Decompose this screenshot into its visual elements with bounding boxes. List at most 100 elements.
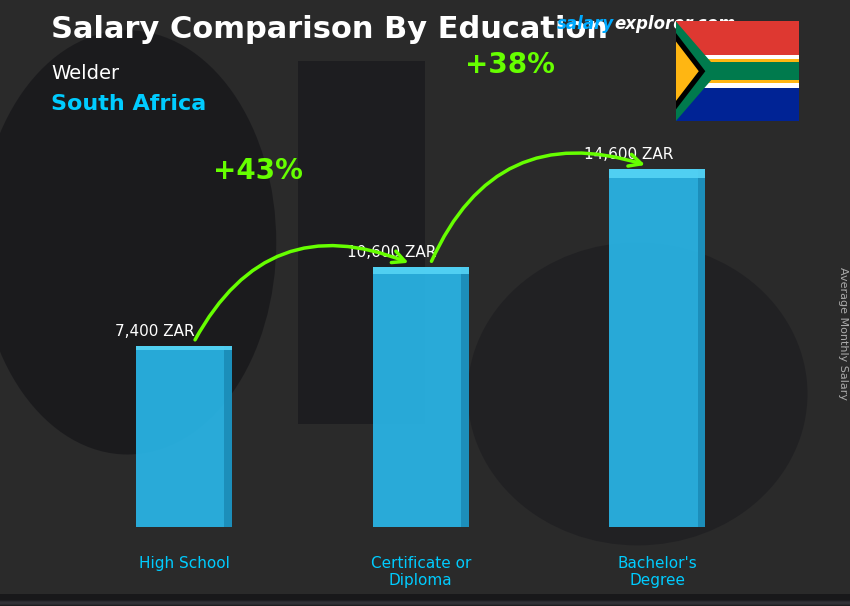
Bar <box>0 595 850 601</box>
Bar <box>0 599 850 605</box>
Bar <box>0 598 850 604</box>
Bar <box>0 594 850 601</box>
Bar <box>0 600 850 606</box>
Bar <box>0 599 850 605</box>
Bar <box>0 598 850 604</box>
Bar <box>0 598 850 604</box>
Bar <box>676 80 799 84</box>
Bar <box>676 84 799 88</box>
Bar <box>0 594 850 601</box>
Bar <box>0 598 850 604</box>
Bar <box>0 599 850 605</box>
Bar <box>0 598 850 604</box>
Bar <box>298 61 425 424</box>
Bar <box>0 598 850 604</box>
Bar <box>0 594 850 600</box>
Bar <box>0 595 850 601</box>
Text: explorer.com: explorer.com <box>615 15 736 33</box>
Bar <box>0 594 850 601</box>
Bar <box>0 596 850 602</box>
Bar <box>0 594 850 601</box>
Bar <box>462 267 469 527</box>
Bar <box>0 598 850 604</box>
Bar <box>0 598 850 604</box>
Bar <box>0 595 850 601</box>
Bar <box>0 599 850 605</box>
Bar <box>0 599 850 605</box>
Bar <box>0 599 850 605</box>
Bar <box>609 170 705 527</box>
Bar <box>0 598 850 604</box>
Bar <box>0 596 850 602</box>
Polygon shape <box>676 33 705 110</box>
Bar <box>372 267 469 527</box>
Bar <box>0 596 850 602</box>
Bar <box>676 62 799 80</box>
Bar <box>0 599 850 605</box>
Bar <box>0 596 850 602</box>
Bar <box>0 598 850 604</box>
Bar <box>0 595 850 601</box>
Bar <box>0 598 850 604</box>
Bar <box>0 598 850 604</box>
Bar <box>0 596 850 602</box>
Bar <box>0 599 850 605</box>
Bar <box>0 597 850 603</box>
Text: 7,400 ZAR: 7,400 ZAR <box>116 324 196 339</box>
Bar <box>0 599 850 605</box>
Polygon shape <box>676 21 719 121</box>
Bar <box>676 21 799 55</box>
Bar <box>0 597 850 603</box>
Text: South Africa: South Africa <box>51 94 207 114</box>
Bar <box>0 595 850 601</box>
Bar <box>676 59 799 62</box>
Bar <box>0 599 850 605</box>
Bar <box>0 594 850 601</box>
Bar <box>0 599 850 605</box>
Bar <box>0 596 850 602</box>
Text: High School: High School <box>139 556 230 571</box>
Bar <box>0 598 850 604</box>
Polygon shape <box>676 41 699 101</box>
Bar <box>0 598 850 604</box>
Bar <box>0 599 850 605</box>
Bar <box>0 599 850 605</box>
Bar <box>0 600 850 606</box>
Bar <box>0 596 850 602</box>
Text: Certificate or
Diploma: Certificate or Diploma <box>371 556 471 588</box>
Bar <box>0 596 850 602</box>
Bar <box>0 597 850 603</box>
Bar <box>0 595 850 601</box>
Bar <box>0 594 850 600</box>
Bar <box>0 598 850 604</box>
Bar <box>0 599 850 605</box>
Bar <box>136 346 232 350</box>
Bar <box>0 594 850 600</box>
Bar <box>0 594 850 601</box>
Bar <box>0 599 850 605</box>
Bar <box>698 170 705 527</box>
Bar <box>0 599 850 605</box>
Text: Salary Comparison By Education: Salary Comparison By Education <box>51 15 608 44</box>
Bar <box>0 594 850 601</box>
Bar <box>0 596 850 602</box>
Bar <box>0 597 850 603</box>
Bar <box>0 596 850 602</box>
Bar <box>0 595 850 601</box>
Bar <box>0 594 850 601</box>
Ellipse shape <box>468 242 808 545</box>
Bar <box>0 595 850 601</box>
Text: salary: salary <box>557 15 614 33</box>
Bar <box>0 596 850 602</box>
Bar <box>0 596 850 602</box>
Bar <box>0 596 850 602</box>
Bar <box>0 596 850 602</box>
Bar <box>0 600 850 606</box>
Bar <box>0 597 850 603</box>
Bar <box>0 596 850 602</box>
Bar <box>0 598 850 604</box>
Ellipse shape <box>0 30 276 454</box>
Bar <box>0 596 850 602</box>
Bar <box>0 599 850 605</box>
Bar <box>0 598 850 604</box>
